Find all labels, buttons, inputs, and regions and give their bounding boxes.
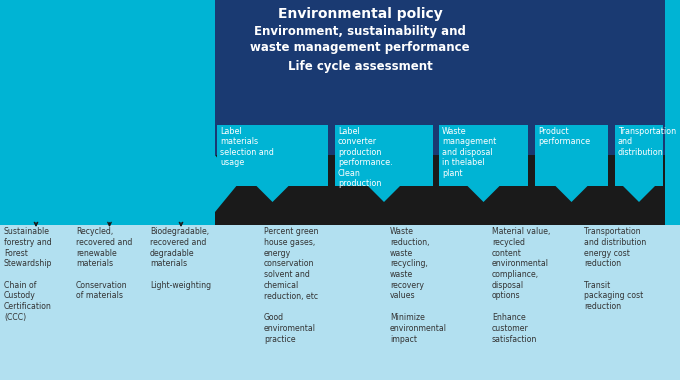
Polygon shape — [665, 0, 680, 225]
Polygon shape — [215, 0, 665, 175]
Text: Environment, sustainability and
waste management performance: Environment, sustainability and waste ma… — [250, 25, 470, 54]
Text: Product
performance: Product performance — [538, 127, 590, 146]
Polygon shape — [615, 125, 663, 202]
Polygon shape — [439, 125, 528, 202]
Text: Waste
reduction,
waste
recycling,
waste
recovery
values

Minimize
environmental
: Waste reduction, waste recycling, waste … — [390, 227, 447, 344]
Text: Biodegradable,
recovered and
degradable
materials

Light-weighting: Biodegradable, recovered and degradable … — [150, 227, 211, 290]
Polygon shape — [148, 205, 214, 220]
Polygon shape — [0, 0, 680, 225]
Polygon shape — [217, 125, 328, 202]
Text: Recycled,
recovered and
renewable
materials

Conservation
of materials: Recycled, recovered and renewable materi… — [76, 227, 133, 301]
Polygon shape — [535, 125, 608, 202]
Text: Label
converter
production
performance.
Clean
production: Label converter production performance. … — [338, 127, 392, 188]
Polygon shape — [1, 205, 71, 220]
Polygon shape — [0, 225, 680, 380]
Polygon shape — [0, 0, 238, 225]
Text: Percent green
house gases,
energy
conservation
solvent and
chemical
reduction, e: Percent green house gases, energy conser… — [264, 227, 318, 344]
Text: Label
materials
selection and
usage: Label materials selection and usage — [220, 127, 274, 167]
Text: Environmental policy: Environmental policy — [277, 7, 443, 21]
Text: Transportation
and
distribution: Transportation and distribution — [618, 127, 676, 157]
Polygon shape — [335, 125, 433, 202]
Text: Life cycle assessment: Life cycle assessment — [288, 60, 432, 73]
Polygon shape — [75, 205, 144, 220]
Text: Sustainable
forestry and
Forest
Stewardship

Chain of
Custody
Certification
(CCC: Sustainable forestry and Forest Stewards… — [4, 227, 52, 322]
Text: Material value,
recycled
content
environmental
compliance,
disposal
options

Enh: Material value, recycled content environ… — [492, 227, 550, 344]
Text: Transportation
and distribution
energy cost
reduction

Transit
packaging cost
re: Transportation and distribution energy c… — [584, 227, 646, 311]
Text: Waste
management
and disposal
in thelabel
plant: Waste management and disposal in thelabe… — [442, 127, 496, 177]
